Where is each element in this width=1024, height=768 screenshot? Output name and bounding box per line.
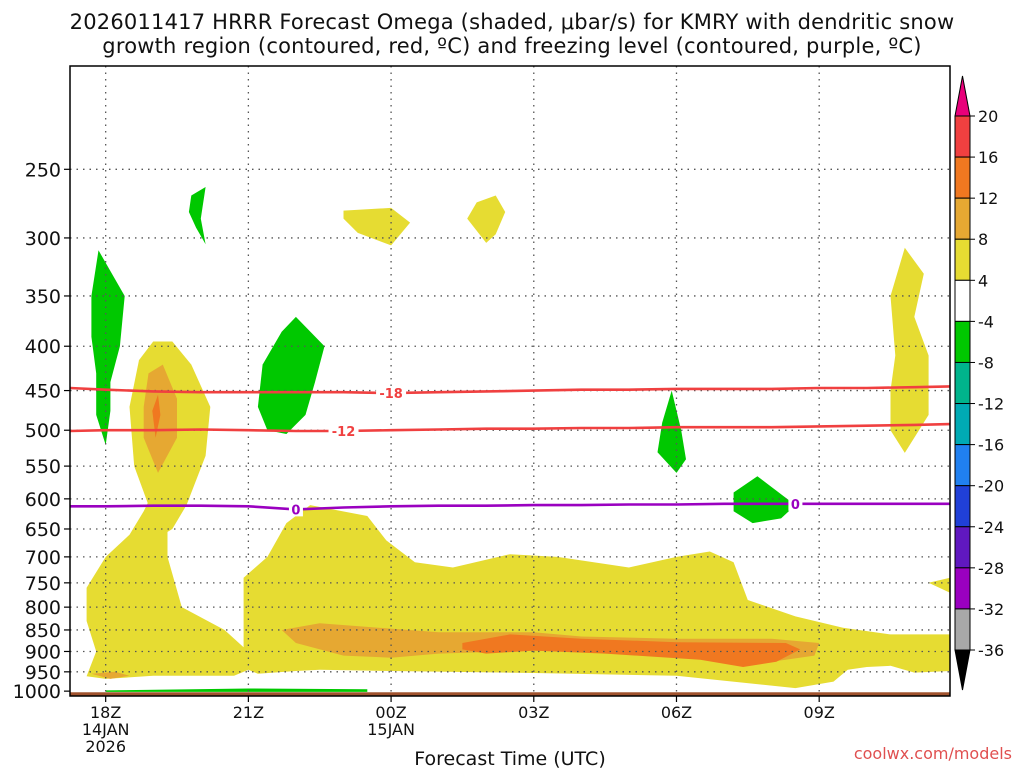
terrain-fill [70,692,950,696]
colorbar-segment [954,608,971,651]
contour-dendritic-top [70,385,950,395]
y-tick-label: 500 [25,420,61,442]
x-tick-label: 00Z [375,703,406,722]
colorbar-label: -12 [978,395,1004,414]
omega-negative-4-8-center [257,316,325,434]
x-tick-label: 06Z [661,703,692,722]
colorbar-top-arrow [954,75,971,117]
x-tick-label: 15JAN [367,720,415,739]
gridlines [70,66,950,696]
colorbar-segment [954,320,971,363]
plot-frame [69,65,951,697]
contour-label: 0 [291,503,300,518]
colorbar-label: 4 [978,271,988,290]
contour-lines: -18 -12 0 0 [70,385,950,518]
contour-label-bg [288,502,303,517]
colorbar-segment [954,156,971,199]
colorbar-segment [954,526,971,569]
omega-positive-4-8-right-patch [928,577,950,593]
contour-freezing-level [70,502,950,511]
contour-label-bg [788,496,803,511]
colorbar-segment [954,485,971,528]
colorbar-segment [954,567,971,610]
colorbar-label: -20 [978,477,1004,496]
x-tick-label: 09Z [804,703,835,722]
colorbar-label: -4 [978,312,994,331]
contour-label-bg [376,386,407,401]
omega-negative-4-8-surface-strip [105,688,368,692]
colorbar-segment [954,279,971,322]
y-tick-label: 1000 [13,681,61,703]
contour-label-bg [328,423,359,438]
x-tick-label: 14JAN [82,720,130,739]
colorbar-label: -8 [978,353,994,372]
y-axis: 2503003504004505005506006507007508008509… [13,159,70,703]
omega-positive-12-16-band [462,634,801,667]
omega-shading [70,187,950,696]
omega-positive-4-8-right-edge [890,247,929,453]
colorbar-segment [954,238,971,281]
y-tick-label: 550 [25,456,61,478]
y-tick-label: 400 [25,336,61,358]
x-tick-label: 2026 [85,737,126,756]
omega-positive-8-12 [91,671,130,679]
y-tick-label: 650 [25,519,61,541]
colorbar-segment [954,444,971,487]
contour-dendritic-bottom [70,422,950,433]
y-tick-label: 300 [25,228,61,250]
y-tick-label: 250 [25,159,61,181]
colorbar-label: -32 [978,600,1004,619]
y-tick-label: 800 [25,597,61,619]
colorbar-label: 16 [978,148,998,167]
omega-negative-4-8-upper [188,187,206,245]
x-tick-label: 18Z [90,703,121,722]
y-tick-label: 850 [25,620,61,642]
chart-title-line-1: 2026011417 HRRR Forecast Omega (shaded, … [69,10,955,34]
y-tick-label: 350 [25,286,61,308]
omega-negative-4-8-midright [657,390,686,473]
colorbar-label: -36 [978,641,1004,660]
x-axis-label: Forecast Time (UTC) [414,748,605,768]
x-tick-label: 03Z [518,703,549,722]
colorbar-segment [954,115,971,158]
colorbar-label: 12 [978,189,998,208]
y-tick-label: 950 [25,662,61,684]
colorbar: 20 16 12 8 4 -4 -8 -12 -16 -20 -24 -28 -32 -36 [954,75,1004,691]
credit-text: coolwx.com/models [853,744,1012,763]
colorbar-label: -16 [978,436,1004,455]
y-tick-label: 700 [25,547,61,569]
omega-positive-12-16-upper-left [152,394,161,438]
omega-negative-4-8-near-freezing [733,476,796,524]
y-tick-label: 900 [25,641,61,663]
contour-label: 0 [791,498,800,513]
colorbar-label: 8 [978,230,988,249]
y-tick-label: 750 [25,573,61,595]
chart-title-line-2: growth region (contoured, red, ºC) and f… [102,34,922,58]
y-tick-label: 600 [25,489,61,511]
colorbar-segment [954,403,971,446]
colorbar-label: -28 [978,559,1004,578]
colorbar-segment [954,197,971,240]
colorbar-bottom-arrow [954,649,971,691]
omega-positive-4-8-lower-layer [86,445,950,689]
colorbar-label: -24 [978,518,1004,537]
contour-label: -12 [332,425,356,440]
colorbar-segment [954,361,971,405]
omega-positive-4-8-top-right [467,195,506,243]
omega-positive-4-8-top-center [343,207,411,246]
omega-negative-4-8-left-column [91,250,125,445]
colorbar-label: 20 [978,107,998,126]
y-tick-label: 450 [25,381,61,403]
x-tick-label: 21Z [233,703,264,722]
contour-label: -18 [379,387,403,402]
